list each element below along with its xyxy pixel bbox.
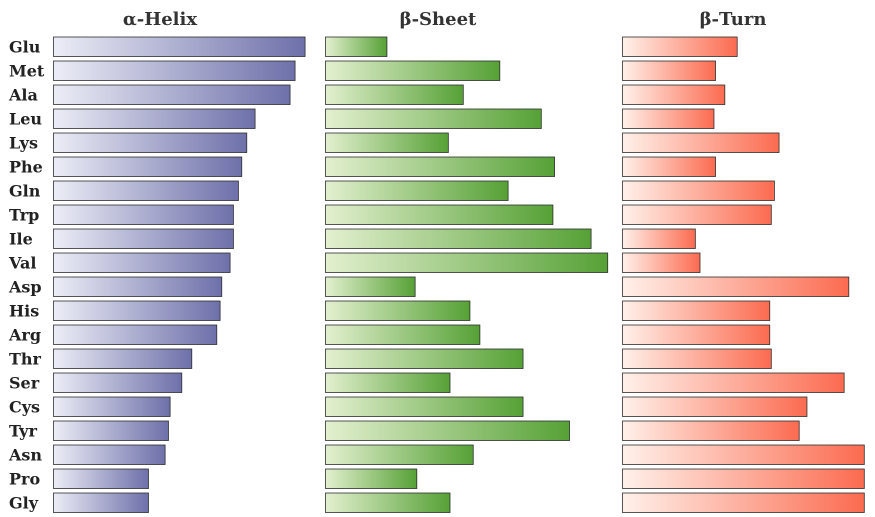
bar-alpha-helix-ser	[53, 372, 183, 393]
bar-beta-turn-ala	[622, 84, 726, 105]
category-label-trp: Trp	[9, 205, 39, 224]
bar-beta-turn-leu	[622, 108, 715, 129]
bar-alpha-helix-ile	[53, 228, 234, 249]
bar-beta-turn-arg	[622, 324, 771, 345]
category-label-phe: Phe	[9, 157, 43, 176]
bar-alpha-helix-leu	[53, 108, 256, 129]
panel-title-beta-turn: β-Turn	[700, 9, 767, 30]
bar-alpha-helix-arg	[53, 324, 218, 345]
category-label-tyr: Tyr	[9, 421, 37, 440]
bar-alpha-helix-cys	[53, 396, 171, 417]
bar-beta-turn-val	[622, 252, 701, 273]
bar-beta-turn-tyr	[622, 420, 800, 441]
bar-beta-sheet-gln	[325, 180, 509, 201]
bar-beta-sheet-his	[325, 300, 471, 321]
bar-beta-sheet-thr	[325, 348, 524, 369]
panel-alpha-helix	[53, 36, 306, 513]
bar-beta-sheet-val	[325, 252, 609, 273]
bar-alpha-helix-trp	[53, 204, 234, 225]
bar-beta-turn-lys	[622, 132, 780, 153]
category-label-met: Met	[9, 61, 45, 80]
bar-beta-sheet-leu	[325, 108, 542, 129]
panel-title-alpha-helix: α-Helix	[123, 9, 197, 30]
bar-alpha-helix-val	[53, 252, 231, 273]
category-label-gly: Gly	[9, 493, 39, 512]
category-label-asp: Asp	[8, 277, 42, 296]
bar-beta-sheet-asp	[325, 276, 416, 297]
panel-beta-sheet	[325, 36, 609, 513]
category-label-ala: Ala	[8, 85, 38, 104]
bar-beta-turn-asn	[622, 444, 865, 465]
bar-alpha-helix-met	[53, 60, 296, 81]
category-labels: Glu Met Ala Leu Lys Phe Gln Trp Ile Val Asp His Arg T…	[8, 37, 45, 512]
category-label-gln: Gln	[9, 181, 41, 200]
bar-alpha-helix-pro	[53, 468, 149, 489]
bar-alpha-helix-glu	[53, 36, 306, 57]
category-label-thr: Thr	[9, 349, 42, 368]
bar-alpha-helix-thr	[53, 348, 193, 369]
category-label-cys: Cys	[9, 397, 40, 416]
bar-beta-sheet-tyr	[325, 420, 570, 441]
category-label-ser: Ser	[9, 373, 40, 392]
bar-alpha-helix-phe	[53, 156, 243, 177]
bar-beta-sheet-met	[325, 60, 501, 81]
bar-beta-turn-pro	[622, 468, 865, 489]
bar-beta-sheet-asn	[325, 444, 474, 465]
bar-alpha-helix-ala	[53, 84, 291, 105]
bar-beta-turn-met	[622, 60, 716, 81]
category-label-ile: Ile	[9, 229, 33, 248]
bar-alpha-helix-gly	[53, 492, 149, 513]
bar-beta-turn-cys	[622, 396, 808, 417]
bar-beta-sheet-gly	[325, 492, 451, 513]
bar-beta-sheet-phe	[325, 156, 555, 177]
bar-beta-turn-thr	[622, 348, 772, 369]
bar-beta-turn-ile	[622, 228, 696, 249]
bar-alpha-helix-asn	[53, 444, 166, 465]
panel-beta-turn	[622, 36, 865, 513]
bar-beta-sheet-arg	[325, 324, 481, 345]
bar-beta-sheet-trp	[325, 204, 554, 225]
category-label-lys: Lys	[9, 133, 38, 152]
category-label-pro: Pro	[9, 469, 40, 488]
bar-beta-sheet-lys	[325, 132, 449, 153]
bar-beta-sheet-ser	[325, 372, 451, 393]
bar-beta-turn-gly	[622, 492, 865, 513]
category-label-his: His	[9, 301, 39, 320]
bar-beta-turn-trp	[622, 204, 772, 225]
bar-beta-turn-asp	[622, 276, 850, 297]
bar-beta-turn-glu	[622, 36, 738, 57]
bar-beta-turn-phe	[622, 156, 716, 177]
bar-alpha-helix-asp	[53, 276, 223, 297]
bar-alpha-helix-tyr	[53, 420, 169, 441]
bar-beta-turn-his	[622, 300, 771, 321]
category-label-asn: Asn	[8, 445, 42, 464]
bar-beta-turn-ser	[622, 372, 845, 393]
bar-alpha-helix-gln	[53, 180, 239, 201]
bar-panels	[53, 36, 865, 513]
panel-title-beta-sheet: β-Sheet	[400, 9, 477, 30]
bar-beta-turn-gln	[622, 180, 775, 201]
bar-beta-sheet-ala	[325, 84, 464, 105]
bar-beta-sheet-ile	[325, 228, 592, 249]
bar-beta-sheet-pro	[325, 468, 418, 489]
bar-alpha-helix-lys	[53, 132, 248, 153]
category-label-arg: Arg	[8, 325, 41, 344]
category-label-leu: Leu	[9, 109, 42, 128]
category-label-val: Val	[8, 253, 36, 272]
bar-alpha-helix-his	[53, 300, 221, 321]
category-label-glu: Glu	[9, 37, 41, 56]
bar-beta-sheet-cys	[325, 396, 524, 417]
panel-titles: α-Helix β-Sheet β-Turn	[123, 9, 767, 30]
bar-beta-sheet-glu	[325, 36, 388, 57]
